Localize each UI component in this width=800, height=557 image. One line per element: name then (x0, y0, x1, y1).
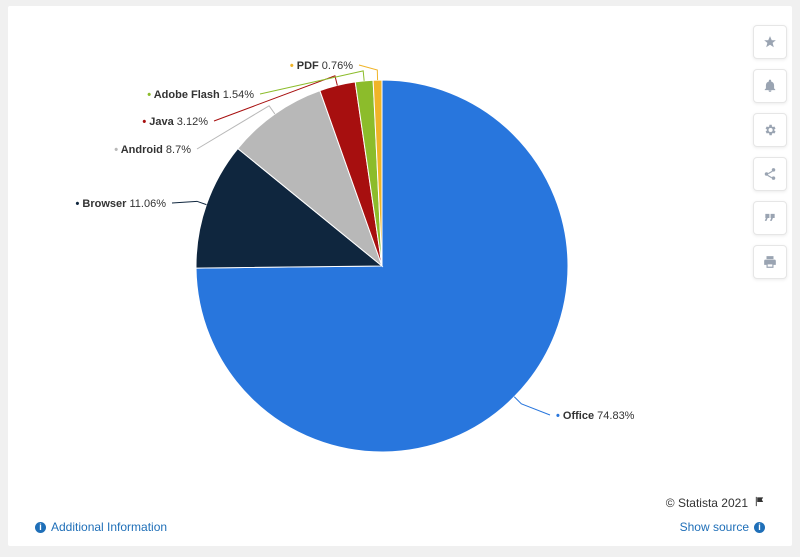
slice-label-android: • Android 8.7% (114, 144, 191, 156)
pie-slice-office[interactable] (195, 79, 569, 453)
share-button[interactable] (753, 157, 787, 191)
star-icon (764, 36, 776, 48)
share-icon (764, 168, 776, 180)
leader-line-office (513, 396, 551, 416)
info-icon: i (35, 521, 46, 533)
settings-button[interactable] (753, 113, 787, 147)
pie-slices (195, 79, 569, 453)
quote-icon (764, 213, 775, 221)
leader-line-adobe-flash (259, 70, 365, 95)
leader-line-android (196, 105, 276, 150)
chart-toolbar (753, 25, 787, 289)
show-source-link[interactable]: Show source i (680, 520, 765, 534)
slice-label-adobe-flash: • Adobe Flash 1.54% (147, 89, 254, 101)
print-icon (764, 256, 776, 268)
pie-slice-browser[interactable] (195, 147, 384, 269)
info-icon: i (754, 521, 765, 533)
leader-lines (171, 64, 551, 416)
print-button[interactable] (753, 245, 787, 279)
gear-icon (765, 124, 776, 136)
show-source-label: Show source (679, 520, 749, 534)
cite-button[interactable] (753, 201, 787, 235)
slice-labels: • Office 74.83% • Browser 11.06% • Android… (76, 60, 635, 422)
slice-label-pdf: • PDF 0.76% (290, 60, 353, 72)
additional-information-label: Additional Information (51, 520, 168, 534)
flag-icon[interactable] (754, 496, 765, 510)
pie-slice-android[interactable] (237, 90, 384, 268)
chart-card: • Office 74.83% • Browser 11.06% • Android… (8, 6, 792, 546)
notification-button[interactable] (753, 69, 787, 103)
slice-label-browser: • Browser 11.06% (76, 198, 167, 210)
bell-icon (764, 79, 776, 92)
pie-chart: • Office 74.83% • Browser 11.06% • Android… (76, 60, 635, 453)
additional-information-link[interactable]: i Additional Information (35, 520, 167, 534)
leader-line-java (213, 75, 338, 122)
copyright: © Statista 2021 (666, 496, 765, 510)
pie-slice-pdf[interactable] (372, 79, 383, 267)
favorite-button[interactable] (753, 25, 787, 59)
leader-line-browser (171, 200, 207, 206)
slice-label-office: • Office 74.83% (556, 410, 635, 422)
slice-label-java: • Java 3.12% (142, 116, 208, 128)
leader-line-pdf (358, 64, 379, 81)
copyright-text: © Statista 2021 (665, 496, 748, 510)
